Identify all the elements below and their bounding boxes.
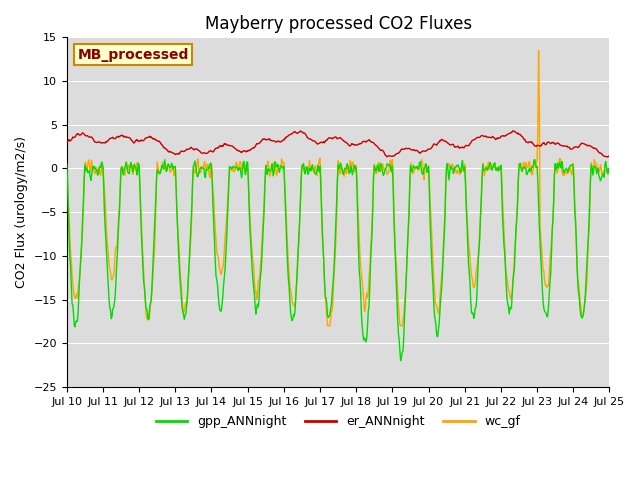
Title: Mayberry processed CO2 Fluxes: Mayberry processed CO2 Fluxes: [205, 15, 472, 33]
Y-axis label: CO2 Flux (urology/m2/s): CO2 Flux (urology/m2/s): [15, 136, 28, 288]
Text: MB_processed: MB_processed: [77, 48, 189, 62]
Legend: gpp_ANNnight, er_ANNnight, wc_gf: gpp_ANNnight, er_ANNnight, wc_gf: [150, 410, 525, 433]
